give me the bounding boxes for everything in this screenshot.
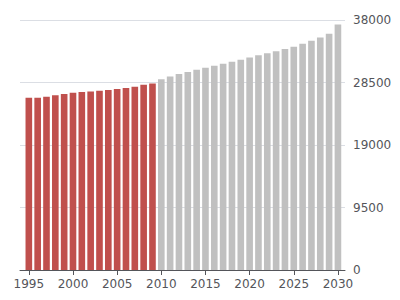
- svg-text:0: 0: [353, 263, 361, 277]
- svg-text:28500: 28500: [353, 76, 391, 90]
- svg-text:2005: 2005: [102, 277, 133, 291]
- svg-text:2015: 2015: [190, 277, 221, 291]
- svg-text:2010: 2010: [146, 277, 177, 291]
- svg-text:19000: 19000: [353, 138, 391, 152]
- svg-text:2020: 2020: [234, 277, 265, 291]
- svg-text:1995: 1995: [14, 277, 45, 291]
- svg-text:2000: 2000: [58, 277, 89, 291]
- svg-text:2025: 2025: [279, 277, 310, 291]
- svg-text:38000: 38000: [353, 13, 391, 27]
- svg-text:9500: 9500: [353, 201, 384, 215]
- svg-text:2030: 2030: [323, 277, 354, 291]
